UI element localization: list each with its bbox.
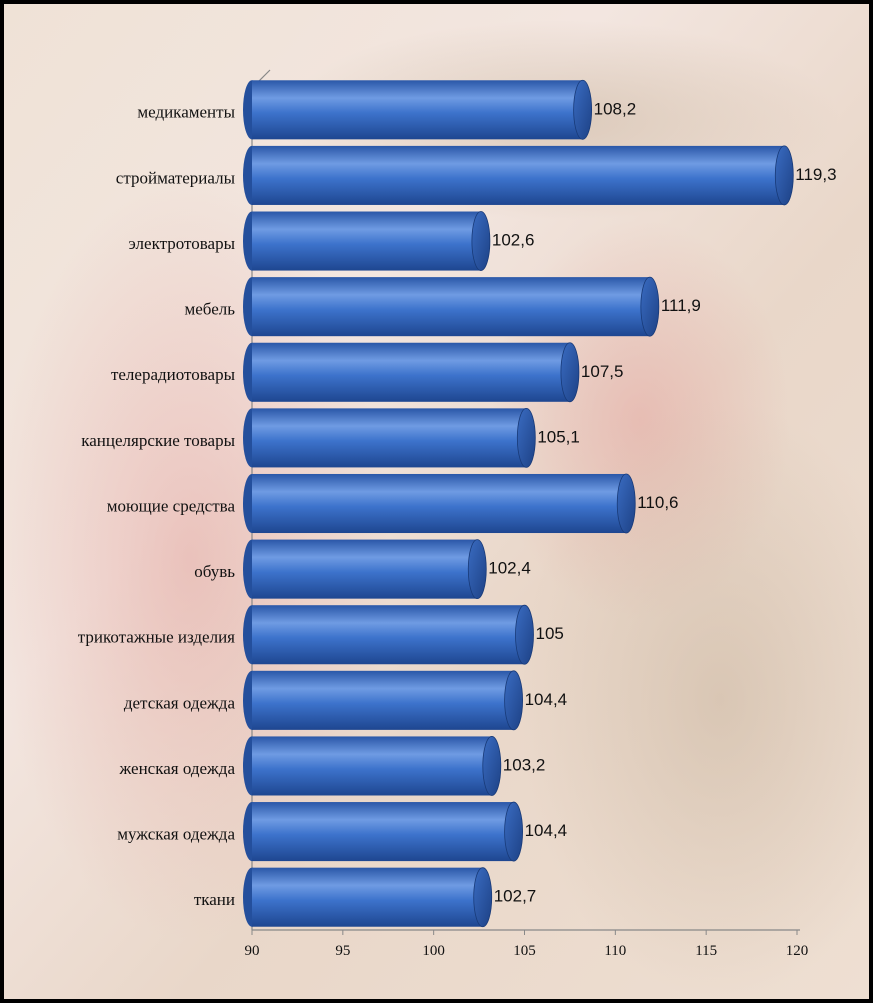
bar [243, 670, 523, 731]
y-tick-label: канцелярские товары [81, 431, 235, 450]
value-label: 102,4 [488, 559, 531, 578]
bar-cap [482, 736, 502, 796]
bar-cap [473, 867, 493, 928]
bar-body [252, 408, 527, 468]
value-label: 119,3 [795, 165, 836, 184]
bar [243, 211, 491, 271]
y-tick-label: женская одежда [119, 759, 236, 778]
value-label: 103,2 [503, 755, 546, 774]
bar-cap [516, 407, 536, 468]
value-label: 105,1 [537, 427, 580, 446]
bar [243, 79, 593, 140]
bar-body [252, 736, 492, 796]
value-label: 110,6 [637, 493, 678, 512]
bar-body [252, 802, 514, 862]
value-label: 102,7 [494, 887, 537, 906]
bar-cap [504, 801, 523, 862]
bar-body [252, 145, 785, 205]
value-label: 107,5 [581, 362, 624, 381]
bar-cap [774, 145, 794, 206]
bar-body [252, 473, 627, 534]
bar [243, 407, 536, 468]
plot-area: 90 95 100 105 110 115 120 медикаменты 108,2 строй… [78, 69, 837, 959]
bar-cap [573, 79, 593, 140]
x-tick-label: 100 [422, 943, 445, 959]
x-tick-label: 105 [513, 943, 536, 959]
x-tick-label: 120 [786, 943, 809, 959]
value-label: 108,2 [594, 99, 637, 118]
bar-cap [560, 342, 580, 403]
bar-body [252, 867, 483, 927]
value-label: 104,4 [525, 690, 568, 709]
bar-cap [616, 473, 636, 534]
bar-body [252, 605, 525, 665]
bar [243, 145, 794, 206]
bar [243, 604, 534, 665]
y-tick-label: трикотажные изделия [78, 628, 235, 647]
y-tick-label: моющие средства [107, 496, 236, 515]
bar-cap [504, 670, 523, 731]
x-tick-label: 115 [695, 943, 717, 959]
bar-body [252, 80, 583, 140]
bar-cap [515, 604, 534, 665]
bar [243, 342, 580, 403]
bar-cap [640, 276, 660, 337]
y-tick-label: мебель [184, 300, 235, 319]
bar-cap [471, 211, 491, 271]
bar [243, 801, 523, 862]
bar [243, 867, 493, 928]
y-tick-label: стройматериалы [116, 168, 236, 187]
bar-body [252, 211, 481, 271]
bar [243, 539, 487, 600]
bar-cap [467, 539, 487, 600]
value-label: 105 [536, 624, 564, 643]
y-tick-label: мужская одежда [117, 824, 235, 843]
value-label: 104,4 [525, 821, 568, 840]
y-tick-label: ткани [194, 890, 235, 909]
y-tick-label: электротовары [129, 234, 236, 253]
y-tick-label: медикаменты [137, 103, 235, 122]
bar-body [252, 342, 570, 402]
background-shape [520, 400, 873, 1000]
y-tick-label: обувь [194, 562, 235, 581]
y-tick-label: детская одежда [124, 693, 236, 712]
x-tick-label: 95 [335, 943, 350, 959]
bar-body [252, 277, 650, 337]
bar [243, 276, 660, 337]
value-label: 102,6 [492, 231, 535, 250]
y-tick-label: телерадиотовары [111, 365, 236, 384]
bar-body [252, 539, 478, 599]
bar [243, 473, 636, 534]
x-tick-label: 110 [604, 943, 626, 959]
value-label: 111,9 [661, 296, 701, 315]
bar-body [252, 670, 514, 730]
bar [243, 736, 502, 796]
x-tick-label: 90 [245, 943, 260, 959]
